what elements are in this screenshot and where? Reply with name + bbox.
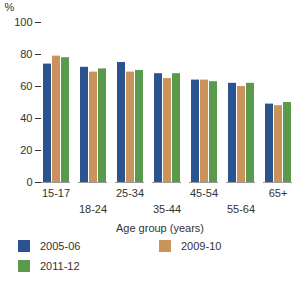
svg-text:100: 100: [14, 16, 32, 28]
svg-text:35-44: 35-44: [153, 203, 181, 215]
svg-text:20: 20: [20, 144, 32, 156]
svg-text:0: 0: [26, 176, 32, 188]
html-text:2011-12: 2011-12: [40, 260, 80, 272]
html-text:2009-10: 2009-10: [181, 240, 222, 252]
svg-text:65+: 65+: [269, 187, 288, 199]
svg-text:25-34: 25-34: [116, 187, 144, 199]
svg-text:40: 40: [20, 112, 32, 124]
svg-text:18-24: 18-24: [79, 203, 107, 215]
html-text:2005-06: 2005-06: [40, 240, 81, 252]
svg-text:60: 60: [20, 80, 32, 92]
html-text:Age group (years): Age group (years): [116, 222, 204, 234]
svg-text:45-54: 45-54: [190, 187, 218, 199]
svg-text:15-17: 15-17: [42, 187, 70, 199]
svg-text:55-64: 55-64: [227, 203, 255, 215]
svg-text:%: %: [5, 1, 15, 13]
svg-text:80: 80: [20, 48, 32, 60]
